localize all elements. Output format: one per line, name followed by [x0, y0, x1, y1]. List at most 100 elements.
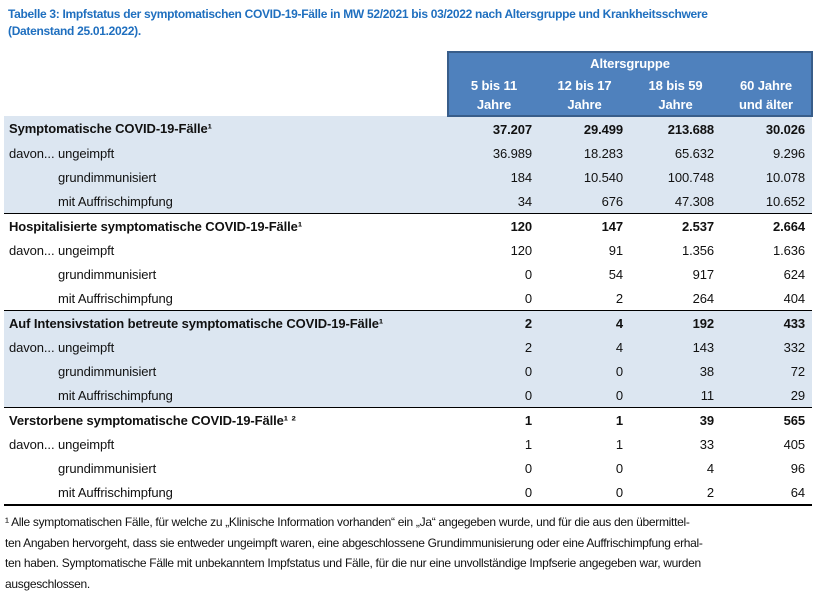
value-cell: 0 [539, 480, 630, 505]
value-cell: 0 [448, 383, 539, 408]
value-cell: 18.283 [539, 141, 630, 165]
table-row: mit Auffrischimpfung 0 0 11 29 [4, 383, 812, 408]
table-row: Hospitalisierte symptomatische COVID-19-… [4, 214, 812, 239]
table-row: mit Auffrischimpfung 0 0 2 64 [4, 480, 812, 505]
value-cell: 29 [721, 383, 812, 408]
row-label: davon...ungeimpft [4, 238, 448, 262]
value-cell: 4 [539, 311, 630, 336]
status-label: ungeimpft [58, 437, 114, 452]
col-header-12-17: 12 bis 17 Jahre [539, 74, 630, 116]
value-cell: 143 [630, 335, 721, 359]
status-label: ungeimpft [58, 340, 114, 355]
column-header-row: 5 bis 11 Jahre 12 bis 17 Jahre 18 bis 59… [4, 74, 812, 116]
value-cell: 565 [721, 408, 812, 433]
caption-line-2: (Datenstand 25.01.2022). [8, 24, 141, 38]
value-cell: 404 [721, 286, 812, 311]
status-label: grundimmunisiert [4, 262, 448, 286]
value-cell: 36.989 [448, 141, 539, 165]
col-header-text: Jahre [567, 97, 601, 112]
davon-label: davon... [9, 437, 58, 452]
value-cell: 11 [630, 383, 721, 408]
value-cell: 96 [721, 456, 812, 480]
value-cell: 1.636 [721, 238, 812, 262]
value-cell: 100.748 [630, 165, 721, 189]
value-cell: 2 [539, 286, 630, 311]
value-cell: 64 [721, 480, 812, 505]
age-group-header: Altersgruppe [448, 52, 812, 74]
value-cell: 37.207 [448, 116, 539, 141]
value-cell: 65.632 [630, 141, 721, 165]
value-cell: 47.308 [630, 189, 721, 214]
value-cell: 120 [448, 214, 539, 239]
table-row: grundimmunisiert 0 54 917 624 [4, 262, 812, 286]
value-cell: 0 [448, 359, 539, 383]
footnote-line: ausgeschlossen. [5, 574, 815, 594]
footnote-line: ten Angaben hervorgeht, dass sie entwede… [5, 533, 815, 554]
value-cell: 1.356 [630, 238, 721, 262]
value-cell: 0 [448, 456, 539, 480]
value-cell: 0 [539, 456, 630, 480]
value-cell: 34 [448, 189, 539, 214]
value-cell: 30.026 [721, 116, 812, 141]
section-deceased: Verstorbene symptomatische COVID-19-Fäll… [4, 408, 812, 506]
col-header-text: Jahre [658, 97, 692, 112]
table-row: Symptomatische COVID-19-Fälle¹ 37.207 29… [4, 116, 812, 141]
status-label: mit Auffrischimpfung [4, 383, 448, 408]
value-cell: 39 [630, 408, 721, 433]
row-label: davon...ungeimpft [4, 141, 448, 165]
table-header: Altersgruppe 5 bis 11 Jahre 12 bis 17 Ja… [4, 52, 812, 116]
table-row: mit Auffrischimpfung 0 2 264 404 [4, 286, 812, 311]
value-cell: 1 [448, 432, 539, 456]
header-spacer [4, 52, 448, 74]
table-row: davon...ungeimpft 1 1 33 405 [4, 432, 812, 456]
row-label: davon...ungeimpft [4, 335, 448, 359]
section-symptomatic: Symptomatische COVID-19-Fälle¹ 37.207 29… [4, 116, 812, 214]
value-cell: 38 [630, 359, 721, 383]
value-cell: 192 [630, 311, 721, 336]
value-cell: 0 [539, 383, 630, 408]
group-header-row: Altersgruppe [4, 52, 812, 74]
value-cell: 4 [539, 335, 630, 359]
table-row: mit Auffrischimpfung 34 676 47.308 10.65… [4, 189, 812, 214]
impfstatus-table: Altersgruppe 5 bis 11 Jahre 12 bis 17 Ja… [4, 51, 813, 506]
value-cell: 4 [630, 456, 721, 480]
davon-label: davon... [9, 146, 58, 161]
value-cell: 2 [630, 480, 721, 505]
col-header-60-plus: 60 Jahre und älter [721, 74, 812, 116]
status-label: ungeimpft [58, 243, 114, 258]
value-cell: 2.664 [721, 214, 812, 239]
status-label: mit Auffrischimpfung [4, 480, 448, 505]
value-cell: 433 [721, 311, 812, 336]
caption-line-1: Tabelle 3: Impfstatus der symptomatische… [8, 7, 708, 21]
value-cell: 917 [630, 262, 721, 286]
value-cell: 1 [539, 408, 630, 433]
col-header-18-59: 18 bis 59 Jahre [630, 74, 721, 116]
table-row: Verstorbene symptomatische COVID-19-Fäll… [4, 408, 812, 433]
value-cell: 10.652 [721, 189, 812, 214]
value-cell: 184 [448, 165, 539, 189]
section-label: Auf Intensivstation betreute symptomatis… [4, 311, 448, 336]
value-cell: 0 [448, 262, 539, 286]
footnote: ¹ Alle symptomatischen Fälle, für welche… [5, 512, 815, 594]
table-row: grundimmunisiert 0 0 4 96 [4, 456, 812, 480]
section-label: Verstorbene symptomatische COVID-19-Fäll… [4, 408, 448, 433]
col-header-text: 18 bis 59 [648, 78, 702, 93]
col-header-text: und älter [739, 97, 793, 112]
section-icu: Auf Intensivstation betreute symptomatis… [4, 311, 812, 408]
value-cell: 1 [448, 408, 539, 433]
footnote-line: ¹ Alle symptomatischen Fälle, für welche… [5, 512, 815, 533]
row-label: davon...ungeimpft [4, 432, 448, 456]
value-cell: 2.537 [630, 214, 721, 239]
status-label: grundimmunisiert [4, 165, 448, 189]
table-row: grundimmunisiert 0 0 38 72 [4, 359, 812, 383]
value-cell: 10.078 [721, 165, 812, 189]
footnote-line: ten haben. Symptomatische Fälle mit unbe… [5, 553, 815, 574]
col-header-text: 12 bis 17 [557, 78, 611, 93]
davon-label: davon... [9, 243, 58, 258]
col-header-5-11: 5 bis 11 Jahre [448, 74, 539, 116]
table-row: grundimmunisiert 184 10.540 100.748 10.0… [4, 165, 812, 189]
col-header-text: Jahre [477, 97, 511, 112]
value-cell: 10.540 [539, 165, 630, 189]
table-row: Auf Intensivstation betreute symptomatis… [4, 311, 812, 336]
table-row: davon...ungeimpft 2 4 143 332 [4, 335, 812, 359]
